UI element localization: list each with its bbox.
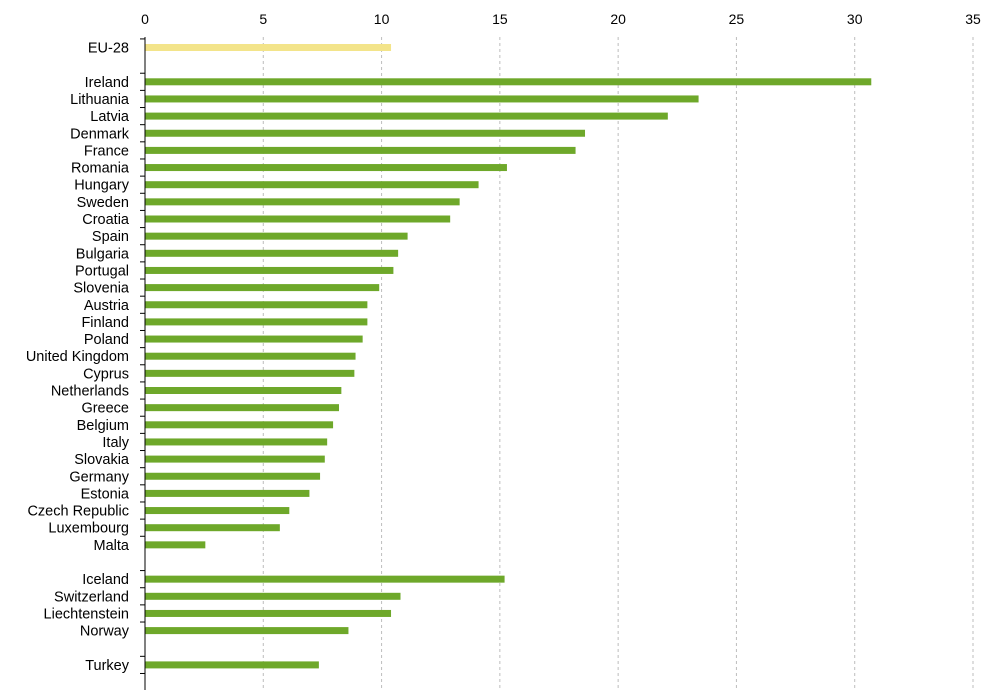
category-label-liechtenstein: Liechtenstein xyxy=(44,606,129,622)
bar-norway xyxy=(145,627,349,635)
bar-lithuania xyxy=(145,95,699,103)
category-label-bulgaria: Bulgaria xyxy=(76,246,130,262)
bar-czech-republic xyxy=(145,507,290,515)
gridlines xyxy=(262,37,974,690)
category-labels: EU-28 IrelandLithuaniaLatviaDenmarkFrance… xyxy=(26,41,130,674)
category-label-germany: Germany xyxy=(69,469,129,485)
bar-turkey xyxy=(145,661,319,669)
x-tick-label-0: 0 xyxy=(141,11,149,27)
bar-latvia xyxy=(145,112,668,120)
bar-iceland xyxy=(145,575,505,583)
category-label-finland: Finland xyxy=(81,315,129,331)
x-tick-label-5: 5 xyxy=(259,11,267,27)
x-tick-label-25: 25 xyxy=(729,11,745,27)
bar-hungary xyxy=(145,181,479,189)
x-tick-label-30: 30 xyxy=(847,11,863,27)
bar-poland xyxy=(145,335,363,343)
bar-portugal xyxy=(145,266,394,274)
category-label-netherlands: Netherlands xyxy=(51,384,129,400)
bar-austria xyxy=(145,301,368,309)
category-label-luxembourg: Luxembourg xyxy=(48,521,129,537)
category-label-denmark: Denmark xyxy=(70,126,130,142)
bar-romania xyxy=(145,164,507,172)
bar-italy xyxy=(145,438,328,446)
category-label-romania: Romania xyxy=(71,161,130,177)
category-label-france: France xyxy=(84,143,129,159)
bar-sweden xyxy=(145,198,460,206)
category-label-ireland: Ireland xyxy=(85,75,129,91)
category-label-switzerland: Switzerland xyxy=(54,589,129,605)
bar-estonia xyxy=(145,489,310,497)
category-label-malta: Malta xyxy=(94,538,130,554)
x-axis-ticks: 0 5 10 15 20 25 30 35 xyxy=(141,11,981,27)
bar-belgium xyxy=(145,421,334,429)
category-label-austria: Austria xyxy=(84,298,130,314)
bar-slovakia xyxy=(145,455,325,463)
x-tick-label-10: 10 xyxy=(374,11,390,27)
bar-greece xyxy=(145,404,339,412)
bar-bulgaria xyxy=(145,249,399,257)
bar-slovenia xyxy=(145,284,380,292)
category-label-portugal: Portugal xyxy=(75,263,129,279)
category-label-hungary: Hungary xyxy=(74,178,130,194)
category-label-cyprus: Cyprus xyxy=(83,366,129,382)
category-label-sweden: Sweden xyxy=(77,195,129,211)
bar-ireland xyxy=(145,78,872,86)
category-label-lithuania: Lithuania xyxy=(70,92,130,108)
category-label-belgium: Belgium xyxy=(77,418,129,434)
bar-finland xyxy=(145,318,368,326)
category-label-united-kingdom: United Kingdom xyxy=(26,349,129,365)
bar-luxembourg xyxy=(145,524,280,532)
bar-denmark xyxy=(145,129,586,137)
category-label-eu-28: EU-28 xyxy=(88,41,129,57)
bar-liechtenstein xyxy=(145,609,392,617)
category-label-greece: Greece xyxy=(81,401,129,417)
bars xyxy=(145,44,872,669)
bar-croatia xyxy=(145,215,451,223)
category-label-italy: Italy xyxy=(102,435,129,451)
category-label-norway: Norway xyxy=(80,624,130,640)
category-label-slovenia: Slovenia xyxy=(73,281,130,297)
category-label-latvia: Latvia xyxy=(90,109,130,125)
category-label-slovakia: Slovakia xyxy=(74,452,130,468)
x-tick-label-20: 20 xyxy=(610,11,626,27)
category-label-spain: Spain xyxy=(92,229,129,245)
bar-france xyxy=(145,146,576,154)
bar-netherlands xyxy=(145,387,342,394)
y-axis-ticks xyxy=(140,38,145,674)
x-tick-label-15: 15 xyxy=(492,11,508,27)
bar-cyprus xyxy=(145,369,355,377)
category-label-iceland: Iceland xyxy=(82,572,129,588)
bar-eu-28 xyxy=(145,44,392,51)
category-label-poland: Poland xyxy=(84,332,129,348)
bar-spain xyxy=(145,232,408,240)
bar-switzerland xyxy=(145,592,401,600)
bar-united-kingdom xyxy=(145,352,356,360)
category-label-estonia: Estonia xyxy=(81,486,130,502)
bar-malta xyxy=(145,541,206,549)
category-label-turkey: Turkey xyxy=(85,658,130,674)
category-label-czech-republic: Czech Republic xyxy=(27,504,129,520)
category-label-croatia: Croatia xyxy=(82,212,130,228)
bar-germany xyxy=(145,472,321,480)
x-tick-label-35: 35 xyxy=(965,11,981,27)
